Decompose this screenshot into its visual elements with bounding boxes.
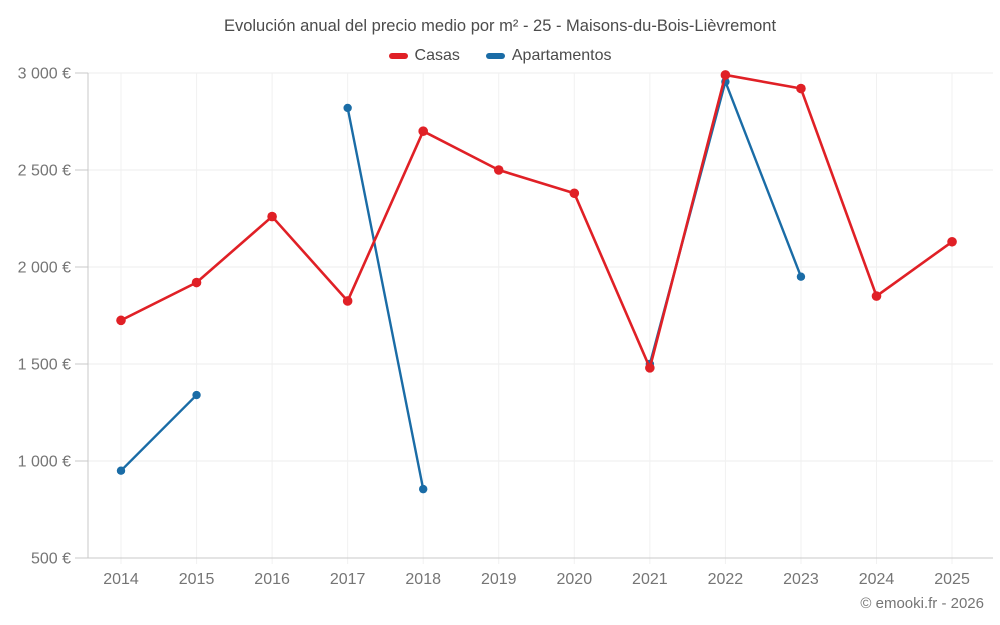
x-axis-label: 2019	[481, 571, 517, 588]
data-point-casas-2015[interactable]	[191, 277, 202, 288]
y-axis-label: 1 000 €	[18, 454, 71, 471]
x-axis-label: 2016	[254, 571, 290, 588]
legend: Casas Apartamentos	[0, 47, 1000, 65]
data-point-casas-2014[interactable]	[116, 315, 126, 326]
chart-title: Evolución anual del precio medio por m² …	[223, 17, 777, 35]
series-line-casas	[119, 73, 954, 370]
data-point-casas-2020[interactable]	[569, 188, 580, 199]
data-point-apartamentos-2015[interactable]	[192, 390, 201, 400]
data-point-apartamentos-2014[interactable]	[116, 466, 126, 475]
data-point-casas-2016[interactable]	[267, 211, 277, 222]
data-point-apartamentos-2017[interactable]	[343, 103, 352, 113]
data-point-apartamentos-2018[interactable]	[419, 484, 428, 494]
x-axis-label: 2021	[632, 571, 668, 588]
y-axis-label: 2 500 €	[18, 163, 71, 180]
x-axis-label: 2025	[934, 571, 970, 588]
data-point-casas-2024[interactable]	[871, 291, 882, 301]
x-axis-label: 2017	[330, 571, 366, 588]
x-axis-label: 2018	[405, 571, 441, 588]
series-line-apartamentos	[119, 393, 198, 472]
x-axis-label: 2015	[179, 571, 215, 588]
y-axis-label: 2 000 €	[18, 260, 71, 277]
data-point-casas-2025[interactable]	[947, 236, 957, 247]
legend-label-casas: Casas	[414, 47, 460, 64]
data-point-casas-2023[interactable]	[796, 83, 806, 94]
attribution-text: © emooki.fr - 2026	[860, 595, 984, 612]
y-axis-label: 1 500 €	[18, 357, 71, 374]
x-axis-label: 2023	[783, 571, 819, 588]
data-point-casas-2019[interactable]	[493, 165, 504, 175]
data-point-casas-2017[interactable]	[342, 296, 353, 306]
data-point-casas-2021[interactable]	[645, 363, 655, 373]
series-line-apartamentos	[346, 106, 425, 491]
data-point-casas-2022[interactable]	[720, 70, 731, 80]
casas-series-swatch-icon	[388, 53, 408, 59]
legend-label-apartamentos: Apartamentos	[511, 47, 612, 64]
x-axis-label: 2024	[859, 571, 895, 588]
data-point-apartamentos-2023[interactable]	[796, 272, 806, 281]
legend-item-apartamentos[interactable]: Apartamentos	[485, 47, 612, 65]
legend-item-casas[interactable]: Casas	[388, 47, 460, 65]
data-point-casas-2018[interactable]	[418, 126, 429, 136]
x-axis-label: 2014	[103, 571, 139, 588]
x-axis-label: 2022	[708, 571, 744, 588]
apartamentos-series-swatch-icon	[485, 53, 505, 59]
y-axis-label: 3 000 €	[18, 66, 71, 83]
y-axis-label: 500 €	[31, 551, 71, 568]
x-axis-label: 2020	[557, 571, 593, 588]
